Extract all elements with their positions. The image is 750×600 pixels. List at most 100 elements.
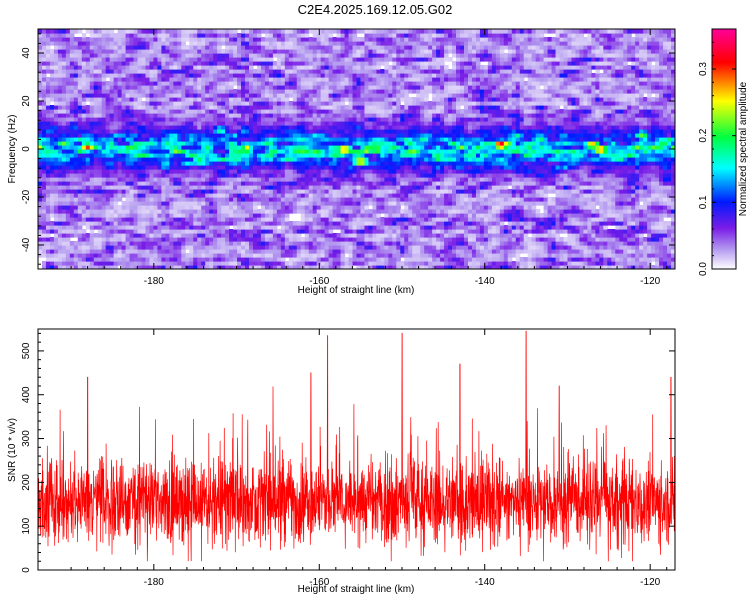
heatmap-cell [304, 229, 310, 234]
heatmap-cell [252, 197, 258, 202]
heatmap-cell [93, 189, 99, 194]
heatmap-cell [304, 145, 310, 150]
heatmap-cell [320, 137, 326, 142]
heatmap-cell [157, 169, 163, 174]
heatmap-cell [105, 37, 111, 42]
heatmap-cell [117, 33, 123, 38]
heatmap-cell [133, 193, 139, 198]
heatmap-cell [117, 49, 123, 54]
heatmap-cell [145, 85, 151, 90]
heatmap-cell [81, 69, 87, 74]
heatmap-cell [245, 133, 250, 138]
heatmap-cell [141, 165, 147, 170]
heatmap-cell [300, 81, 306, 86]
heatmap-cell [217, 173, 222, 178]
heatmap-cell [320, 57, 326, 62]
heatmap-cell [221, 253, 226, 258]
heatmap-cell [141, 189, 147, 194]
heatmap-cell [177, 209, 182, 214]
heatmap-cell [165, 265, 170, 269]
heatmap-cell [38, 53, 43, 58]
heatmap-cell [368, 177, 374, 182]
heatmap-cell [38, 173, 43, 178]
heatmap-cell [360, 193, 366, 198]
heatmap-cell [332, 129, 338, 134]
heatmap-cell [169, 133, 174, 138]
heatmap-cell [260, 181, 266, 186]
heatmap-cell [252, 141, 258, 146]
heatmap-cell [316, 69, 322, 74]
heatmap-cell [296, 209, 302, 214]
heatmap-cell [300, 257, 306, 262]
heatmap-cell [368, 45, 374, 50]
heatmap-cell [61, 45, 67, 50]
heatmap-cell [245, 109, 250, 114]
heatmap-cell [101, 253, 107, 258]
heatmap-cell [169, 125, 174, 130]
heatmap-cell [165, 105, 170, 110]
heatmap-cell [201, 173, 206, 178]
heatmap-cell [260, 49, 266, 54]
heatmap-cell [221, 105, 226, 110]
heatmap-cell [324, 149, 330, 154]
heatmap-cell [213, 33, 218, 38]
heatmap-cell [340, 73, 346, 78]
heatmap-cell [292, 85, 298, 90]
heatmap-cell [284, 173, 290, 178]
heatmap-cell [149, 93, 155, 98]
heatmap-cell [272, 249, 278, 254]
heatmap-cell [41, 61, 47, 66]
heatmap-cell [217, 45, 222, 50]
heatmap-cell [348, 133, 354, 138]
heatmap-cell [340, 105, 346, 110]
heatmap-cell [268, 237, 274, 242]
heatmap-cell [252, 57, 258, 62]
heatmap-cell [284, 141, 290, 146]
heatmap-cell [65, 153, 71, 158]
heatmap-cell [145, 137, 151, 142]
heatmap-cell [364, 157, 370, 162]
heatmap-cell [197, 233, 202, 238]
heatmap-cell [177, 77, 182, 82]
heatmap-cell [276, 137, 282, 142]
heatmap-cell [185, 77, 190, 82]
heatmap-cell [241, 177, 246, 182]
heatmap-cell [316, 125, 322, 130]
heatmap-cell [276, 173, 282, 178]
heatmap-cell [93, 137, 99, 142]
heatmap-cell [237, 109, 242, 114]
heatmap-cell [38, 225, 43, 230]
heatmap-cell [268, 77, 274, 82]
heatmap-cell [360, 149, 366, 154]
heatmap-cell [252, 37, 258, 42]
heatmap-cell [38, 133, 43, 138]
heatmap-cell [245, 237, 250, 242]
heatmap-cell [241, 89, 246, 94]
heatmap-cell [332, 125, 338, 130]
heatmap-cell [157, 93, 163, 98]
heatmap-cell [205, 265, 210, 269]
heatmap-cell [348, 265, 354, 269]
heatmap-cell [316, 153, 322, 158]
heatmap-cell [89, 49, 95, 54]
heatmap-cell [229, 185, 234, 190]
heatmap-cell [173, 117, 178, 122]
heatmap-cell [185, 49, 190, 54]
heatmap-cell [312, 101, 318, 106]
heatmap-cell [157, 69, 163, 74]
heatmap-cell [205, 189, 210, 194]
heatmap-cell [328, 77, 334, 82]
heatmap-cell [272, 217, 278, 222]
heatmap-cell [41, 37, 47, 42]
heatmap-cell [141, 265, 147, 269]
heatmap-cell [177, 205, 182, 210]
heatmap-cell [205, 201, 210, 206]
heatmap-cell [233, 217, 238, 222]
heatmap-cell [41, 225, 47, 230]
heatmap-cell [241, 145, 246, 150]
heatmap-cell [169, 73, 174, 78]
heatmap-cell [249, 161, 254, 166]
heatmap-cell [129, 193, 135, 198]
heatmap-cell [109, 45, 115, 50]
heatmap-cell [292, 153, 298, 158]
